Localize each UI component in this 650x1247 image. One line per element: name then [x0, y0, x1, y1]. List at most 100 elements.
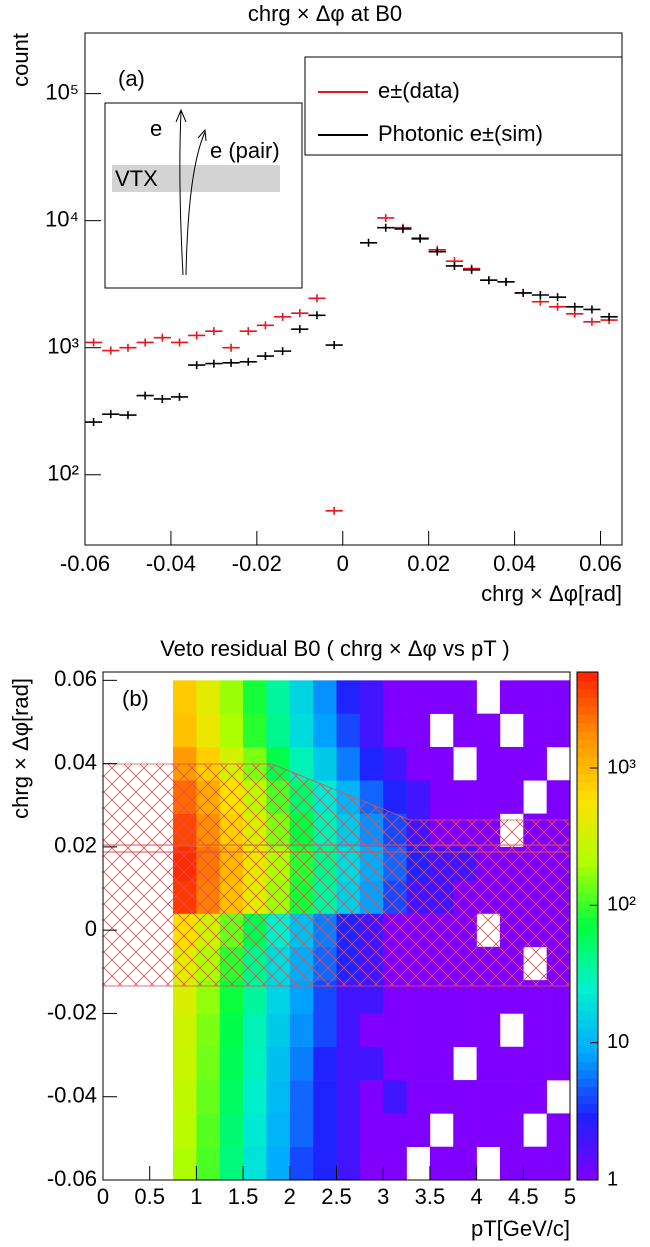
heat-cell: [406, 1013, 431, 1048]
heat-cell: [499, 1046, 524, 1081]
data-point: [170, 338, 189, 347]
heat-cell: [336, 680, 361, 714]
heat-cell: [289, 1080, 314, 1114]
heat-cell: [196, 1080, 221, 1114]
heat-cell: [313, 1080, 337, 1114]
heat-cell: [289, 680, 314, 714]
heat-cell: [266, 1113, 291, 1147]
heat-cell: [196, 980, 221, 1014]
y-tick-label: -0.02: [47, 999, 97, 1024]
colorbar-segment: [577, 824, 598, 834]
heat-cell: [173, 1080, 197, 1114]
colorbar-segment: [577, 1069, 598, 1079]
colorbar-frame: [576, 671, 599, 1181]
data-point: [583, 305, 601, 314]
heat-cell: [243, 1013, 267, 1048]
x-tick-label: 0.06: [579, 551, 622, 576]
colorbar-segment: [577, 739, 598, 749]
heat-cell: [359, 746, 384, 781]
panel-a: chrg × Δφ at B0 -0.06 -0.04 -0.02 0 0.02 0.04 0…: [8, 1, 623, 606]
data-point: [274, 347, 292, 356]
legend-box: [304, 56, 623, 156]
data-point: [463, 265, 481, 274]
colorbar-segment: [577, 815, 598, 825]
heat-cell: [406, 1113, 431, 1147]
heat-cell: [196, 680, 221, 714]
colorbar-segment: [577, 1154, 598, 1164]
heat-cell: [546, 713, 571, 748]
heat-cell: [359, 1013, 384, 1048]
heat-cell: [476, 713, 501, 748]
colorbar-segment: [577, 985, 598, 995]
colorbar-segment: [577, 790, 598, 800]
x-tick-label: 0: [337, 551, 349, 576]
x-tick-label: -0.02: [232, 551, 282, 576]
heat-cell: [359, 1113, 384, 1147]
colorbar-segment: [577, 807, 598, 817]
heat-cell: [266, 980, 291, 1014]
heat-cell: [336, 1113, 361, 1147]
heat-cell: [219, 1080, 244, 1114]
heat-cell: [523, 680, 547, 714]
data-point: [359, 238, 378, 247]
data-point: [411, 234, 429, 243]
heat-cell: [383, 713, 407, 748]
y-tick-label: 10⁴: [45, 206, 79, 231]
heat-cell: [196, 713, 221, 748]
heat-cell: [383, 746, 407, 781]
data-point: [291, 309, 309, 318]
heat-cell: [499, 780, 524, 814]
heat-cell: [429, 980, 454, 1014]
data-point: [514, 288, 532, 297]
heat-cell: [243, 1113, 267, 1147]
data-point: [291, 325, 309, 334]
heat-cell: [429, 680, 454, 714]
colorbar-segment: [577, 832, 598, 842]
heat-cell: [313, 1146, 337, 1181]
data-point: [274, 312, 292, 321]
heat-cell: [476, 780, 501, 814]
heat-cell: [196, 1046, 221, 1081]
colorbar-segment: [577, 1010, 598, 1020]
heat-cell: [429, 1046, 454, 1081]
heat-cell: [196, 1013, 221, 1048]
heat-cell: [523, 1080, 547, 1114]
colorbar-segment: [577, 748, 598, 758]
y-tick-label: 0.02: [54, 833, 97, 858]
heat-cell: [546, 1146, 571, 1181]
x-tick-label: 5: [564, 1184, 576, 1209]
heat-cell: [546, 680, 571, 714]
colorbar-segment: [577, 688, 598, 698]
x-tick-label: 0: [97, 1184, 109, 1209]
annotation: (b): [122, 686, 149, 711]
data-point: [170, 392, 189, 401]
colorbar-segment: [577, 1095, 598, 1105]
vtx-layer: [112, 165, 280, 192]
colorbar-segment: [577, 714, 598, 724]
x-tick-label: 0.02: [407, 551, 450, 576]
heat-cell: [453, 980, 477, 1014]
heat-cell: [336, 1013, 361, 1048]
colorbar-segment: [577, 926, 598, 935]
data-point: [85, 418, 103, 427]
heat-cell: [219, 1046, 244, 1081]
data-point: [153, 394, 171, 403]
y-tick-label: 0.06: [54, 666, 97, 691]
heat-cell: [289, 746, 314, 781]
heat-cell: [453, 1013, 477, 1048]
heat-cell: [383, 680, 407, 714]
colorbar-segment: [577, 900, 598, 910]
heat-cell: [173, 1013, 197, 1048]
heat-cell: [523, 1146, 547, 1181]
heat-cell: [289, 1113, 314, 1147]
heat-cell: [313, 1013, 337, 1048]
colorbar-segment: [577, 875, 598, 885]
x-tick-label: 1.5: [228, 1184, 259, 1209]
y-tick-label: 10³: [47, 334, 79, 359]
heat-cell: [289, 1046, 314, 1081]
chart-title: chrg × Δφ at B0: [248, 1, 402, 26]
x-tick-label: -0.04: [146, 551, 196, 576]
heat-cell: [406, 746, 431, 781]
colorbar-segment: [577, 1061, 598, 1071]
heat-cell: [173, 1146, 197, 1181]
